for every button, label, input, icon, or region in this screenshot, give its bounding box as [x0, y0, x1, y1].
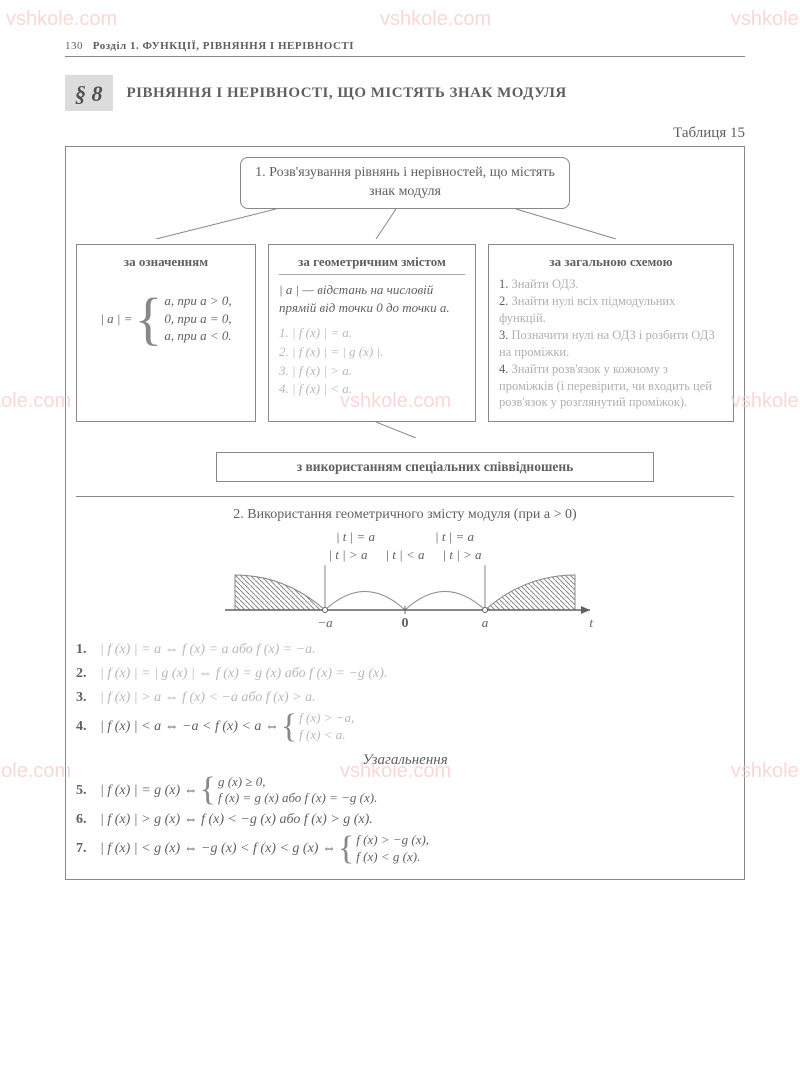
- rule-text: | f (x) | = a ⇔ f (x) = a або f (x) = −a…: [100, 639, 316, 661]
- brace-icon: {: [338, 843, 354, 855]
- rule-case: f (x) = g (x) або f (x) = −g (x).: [218, 790, 377, 806]
- section-2-head: 2. Використання геометричного змісту мод…: [76, 496, 734, 523]
- watermark: vshkole.com: [731, 8, 800, 31]
- rule-case: f (x) > −a,: [299, 710, 354, 726]
- rule-case: g (x) ≥ 0,: [218, 774, 377, 790]
- rule-text: | f (x) | = g (x) ⇔: [100, 780, 198, 802]
- watermark: vshkole.com: [0, 760, 71, 783]
- col-scheme: за загальною схемою 1. Знайти ОДЗ. 2. Зн…: [488, 244, 734, 423]
- col2-head: за геометричним змістом: [279, 253, 465, 276]
- col1-head: за означенням: [87, 253, 245, 271]
- connector-down: [76, 422, 716, 438]
- diag-label: | t | > a: [328, 547, 367, 563]
- watermark: vshkole.com: [0, 390, 71, 413]
- list-item: Знайти ОДЗ.: [512, 277, 579, 291]
- diag-label: | t | = a: [336, 529, 375, 545]
- svg-text:a: a: [482, 615, 489, 630]
- number-line-svg: −a 0 a t: [205, 565, 605, 635]
- diag-label: | t | < a: [385, 547, 424, 563]
- abs-definition: | a | = { a, при a > 0, 0, при a = 0, a,…: [87, 292, 245, 345]
- abs-lhs: | a | =: [100, 310, 132, 328]
- list-item: Знайти нулі всіх підмодульних функцій.: [499, 294, 675, 325]
- table-label: Таблиця 15: [65, 125, 745, 142]
- diag-label: | t | = a: [435, 529, 474, 545]
- rule-case: f (x) < g (x).: [356, 849, 429, 865]
- scheme-list: 1. Знайти ОДЗ. 2. Знайти нулі всіх підмо…: [499, 276, 723, 411]
- chapter-line: Розділ 1. ФУНКЦІЇ, РІВНЯННЯ І НЕРІВНОСТІ: [93, 40, 354, 52]
- list-item: 1. | f (x) | = a.: [279, 324, 465, 342]
- rule-text: | f (x) | = | g (x) | ⇔ f (x) = g (x) аб…: [100, 663, 387, 685]
- rules-block: 1.| f (x) | = a ⇔ f (x) = a або f (x) = …: [76, 639, 734, 865]
- header-rule: [65, 56, 745, 57]
- watermark: vshkole.com: [380, 8, 491, 31]
- svg-text:t: t: [589, 615, 593, 630]
- section-badge: § 8: [65, 75, 113, 111]
- page-header: 130 Розділ 1. ФУНКЦІЇ, РІВНЯННЯ І НЕРІВН…: [65, 40, 745, 52]
- col-geometric: за геометричним змістом | a | — відстань…: [268, 244, 476, 423]
- col-definition: за означенням | a | = { a, при a > 0, 0,…: [76, 244, 256, 423]
- brace-icon: {: [281, 721, 297, 733]
- section-title: РІВНЯННЯ І НЕРІВНОСТІ, ЩО МІСТЯТЬ ЗНАК М…: [127, 85, 567, 102]
- geo-list: 1. | f (x) | = a. 2. | f (x) | = | g (x)…: [279, 324, 465, 397]
- case-row: 0, при a = 0,: [164, 310, 231, 328]
- case-row: a, при a < 0.: [164, 327, 231, 345]
- special-relations-box: з використанням спеціальних співвідношен…: [216, 452, 654, 482]
- three-columns: за означенням | a | = { a, при a > 0, 0,…: [76, 244, 734, 423]
- table-15-container: 1. Розв'язування рівнянь і нерівностей, …: [65, 146, 745, 880]
- list-item: Позначити нулі на ОДЗ і розбити ОДЗ на п…: [499, 328, 715, 359]
- col3-head: за загальною схемою: [499, 253, 723, 271]
- svg-text:−a: −a: [317, 615, 333, 630]
- list-item: 3. | f (x) | > a.: [279, 362, 465, 380]
- rule-text: | f (x) | < g (x) ⇔ −g (x) < f (x) < g (…: [100, 838, 336, 860]
- rule-case: f (x) < a.: [299, 727, 354, 743]
- connector-lines: [76, 209, 716, 239]
- geo-description: | a | — відстань на числовій прямій від …: [279, 281, 465, 316]
- watermark: vshkole.com: [6, 8, 117, 31]
- case-row: a, при a > 0,: [164, 292, 231, 310]
- diag-label: | t | > a: [443, 547, 482, 563]
- brace-icon: {: [135, 313, 163, 325]
- svg-text:0: 0: [402, 616, 409, 631]
- rule-text: | f (x) | > g (x) ⇔ f (x) < −g (x) або f…: [100, 809, 373, 831]
- rule-text: | f (x) | > a ⇔ f (x) < −a або f (x) > a…: [100, 687, 316, 709]
- rule-text: | f (x) | < a ⇔ −a < f (x) < a ⇔: [100, 716, 279, 738]
- brace-icon: {: [200, 784, 216, 796]
- number-line-diagram: | t | = a | t | = a | t | > a | t | < a …: [205, 529, 605, 635]
- list-item: 4. | f (x) | < a.: [279, 380, 465, 398]
- rule-case: f (x) > −g (x),: [356, 832, 429, 848]
- list-item: Знайти розв'язок у кожному з проміжків (…: [499, 362, 712, 410]
- top-box: 1. Розв'язування рівнянь і нерівностей, …: [240, 157, 570, 209]
- abs-cases: a, при a > 0, 0, при a = 0, a, при a < 0…: [164, 292, 231, 345]
- generalization-head: Узагальнення: [76, 749, 734, 772]
- page-number: 130: [65, 40, 83, 52]
- list-item: 2. | f (x) | = | g (x) |.: [279, 343, 465, 361]
- section-header: § 8 РІВНЯННЯ І НЕРІВНОСТІ, ЩО МІСТЯТЬ ЗН…: [65, 75, 745, 111]
